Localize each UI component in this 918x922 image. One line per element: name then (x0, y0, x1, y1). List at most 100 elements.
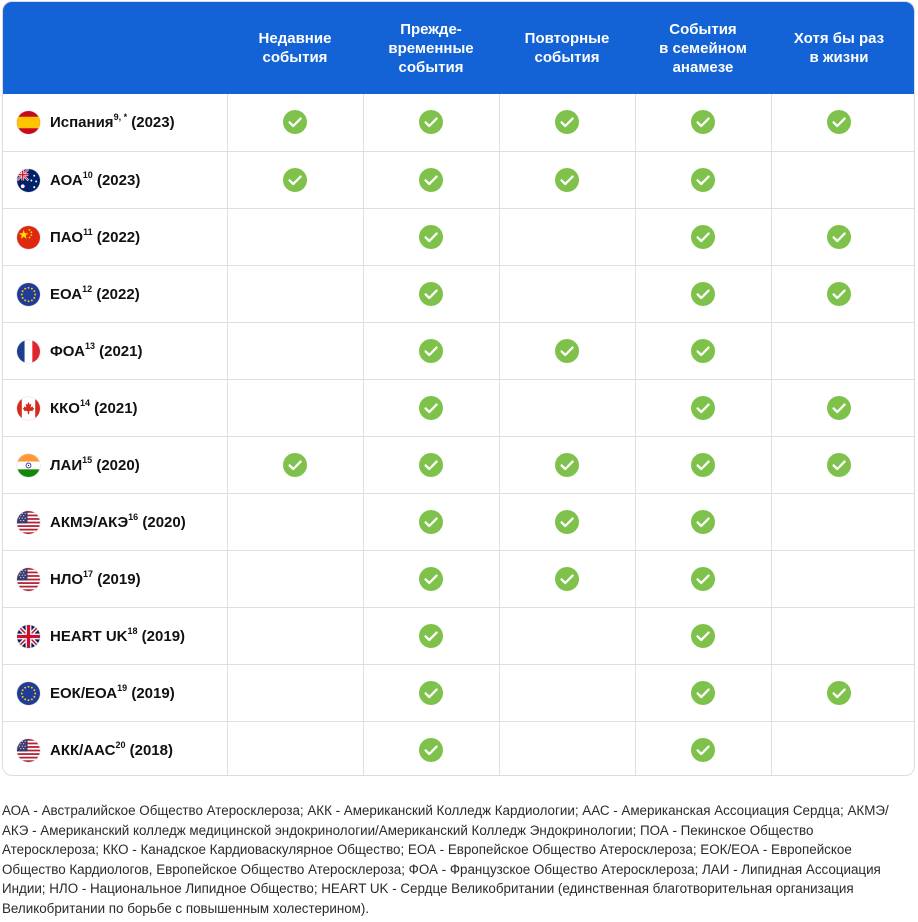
organization-name: АКМЭ/АКЭ (50, 513, 129, 531)
check-icon (555, 168, 579, 192)
reference-number: 18 (127, 625, 138, 636)
check-icon (419, 110, 443, 134)
usa-flag-icon (17, 510, 40, 534)
check-icon (827, 110, 851, 134)
organization-name: ПАО (50, 228, 84, 246)
reference-number: 16 (128, 511, 139, 522)
check-icon (691, 225, 715, 249)
column-divider (635, 94, 636, 775)
reference-number: 11 (83, 226, 93, 237)
check-icon (555, 453, 579, 477)
reference-number: 13 (84, 340, 95, 351)
column-header-line: события (262, 49, 328, 66)
check-icon (555, 339, 579, 363)
organization-cell: HEART UK18 (2019) (17, 608, 185, 664)
organization-name: HEART UK (50, 627, 128, 645)
china-flag-icon (17, 225, 40, 249)
guideline-year: (2022) (92, 285, 140, 303)
footnote: АОА - Австралийское Общество Атеросклеро… (2, 803, 889, 916)
check-icon (691, 567, 715, 591)
check-icon (419, 225, 443, 249)
guideline-year: (2021) (94, 342, 143, 360)
check-icon (691, 681, 715, 705)
check-icon (419, 624, 443, 648)
column-header-line: события (534, 49, 600, 66)
column-header-line: Хотя бы раз (793, 30, 885, 47)
organization-label: ЛАИ15 (2020) (50, 454, 140, 474)
check-icon (827, 282, 851, 306)
check-icon (419, 738, 443, 762)
column-header-line: События (669, 20, 737, 38)
column-header-4: События в семейном анамезе (635, 2, 771, 94)
organization-label: АОА10 (2023) (50, 170, 141, 189)
organization-label: ФОА13 (2021) (50, 340, 143, 360)
column-header-line: в семейном (659, 39, 747, 57)
check-icon (691, 453, 715, 477)
column-header-line: Недавние (258, 30, 332, 47)
check-icon (827, 453, 851, 477)
column-header-line: Повторные (524, 30, 610, 47)
guideline-year: (2018) (125, 741, 173, 759)
organization-cell: АОА10 (2023) (17, 152, 140, 208)
organization-label: ПАО11 (2022) (50, 226, 141, 246)
check-icon (691, 110, 715, 134)
guideline-year: (2021) (90, 399, 138, 417)
organization-name: ЕОК/ЕОА (50, 684, 118, 702)
organization-label: Испания9, * (2023) (50, 111, 175, 131)
column-divider (227, 94, 228, 775)
column-header-5: Хотя бы раз в жизни (771, 2, 907, 94)
organization-name: Испания (50, 113, 114, 131)
organization-cell: ЕОА12 (2022) (17, 266, 140, 322)
column-divider (499, 94, 500, 775)
reference-number: 17 (83, 568, 94, 579)
organization-cell: ЛАИ15 (2020) (17, 437, 140, 493)
organization-label: HEART UK18 (2019) (50, 625, 185, 645)
reference-number: 14 (79, 397, 90, 408)
reference-number: 9, * (113, 111, 128, 122)
organization-label: АКМЭ/АКЭ16 (2020) (50, 511, 186, 531)
column-divider (771, 94, 772, 775)
check-icon (691, 624, 715, 648)
check-icon (419, 168, 443, 192)
comparison-table: Недавние события Прежде-временные события По… (2, 1, 915, 776)
guideline-year: (2023) (92, 171, 141, 189)
guideline-year: (2020) (138, 513, 186, 531)
table-row: ЕОА12 (2022) (3, 265, 914, 322)
usa-flag-icon (17, 567, 40, 591)
organization-name: АКК/ААС (50, 741, 116, 759)
organization-name: ЛАИ (50, 456, 83, 474)
check-icon (283, 453, 307, 477)
check-icon (419, 282, 443, 306)
eu-flag-icon (17, 282, 40, 306)
check-icon (691, 168, 715, 192)
column-header-2: Прежде-временные события (363, 2, 499, 94)
france-flag-icon (17, 339, 40, 363)
table-row: Испания9, * (2023) (3, 94, 914, 151)
check-icon (419, 339, 443, 363)
table-row: АКМЭ/АКЭ16 (2020) (3, 493, 914, 550)
india-flag-icon (17, 453, 40, 477)
check-icon (419, 567, 443, 591)
table-row: АКК/ААС20 (2018) (3, 721, 914, 775)
check-icon (691, 282, 715, 306)
check-icon (283, 168, 307, 192)
organization-cell: Испания9, * (2023) (17, 94, 175, 150)
check-icon (555, 110, 579, 134)
eu-flag-icon (17, 681, 40, 705)
organization-cell: ПАО11 (2022) (17, 209, 140, 265)
check-icon (283, 110, 307, 134)
guideline-year: (2022) (92, 228, 141, 246)
table-row: ЕОК/ЕОА19 (2019) (3, 664, 914, 721)
table-row: HEART UK18 (2019) (3, 607, 914, 664)
table-row: ФОА13 (2021) (3, 322, 914, 379)
reference-number: 15 (82, 454, 93, 465)
check-icon (827, 681, 851, 705)
organization-cell: ЕОК/ЕОА19 (2019) (17, 665, 175, 721)
check-icon (555, 510, 579, 534)
guideline-year: (2020) (92, 456, 140, 474)
organization-name: АОА (50, 171, 83, 189)
australia-flag-icon (17, 168, 40, 192)
check-icon (827, 396, 851, 420)
organization-name: ФОА (50, 342, 85, 360)
organization-label: НЛО17 (2019) (50, 568, 141, 588)
